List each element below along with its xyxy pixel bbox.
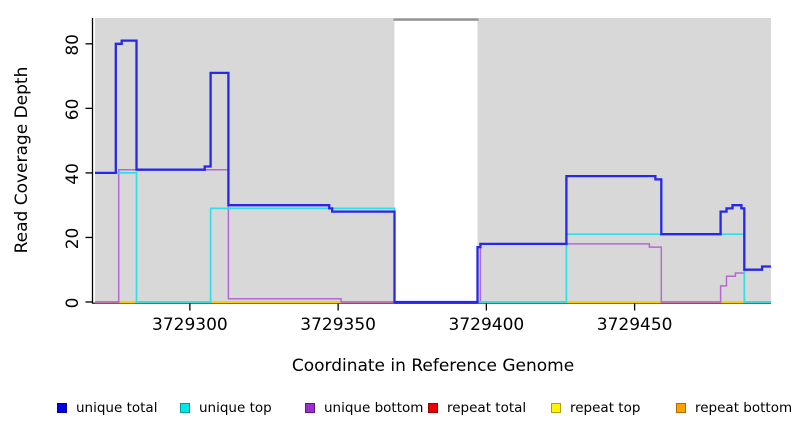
series-line-unique-total [95,39,771,304]
legend-swatch-unique-bottom [305,403,315,413]
series-line-unique-bottom [95,168,771,303]
legend-swatch-unique-total [57,403,67,413]
legend-item-repeat-top: repeat top [551,400,640,416]
x-tick-label: 3729400 [449,315,525,335]
y-tick-label: 0 [63,298,83,309]
legend-swatch-repeat-bottom [676,403,686,413]
legend-item-repeat-bottom: repeat bottom [676,400,792,416]
y-tick-label: 20 [63,228,83,250]
y-axis-title: Read Coverage Depth [12,66,32,254]
y-tick-label: 40 [63,163,83,185]
legend-swatch-repeat-top [551,403,561,413]
no-data-band [394,20,478,302]
x-tick-label: 3729350 [300,315,376,335]
x-tick-label: 3729300 [152,315,228,335]
x-tick-label: 3729450 [597,315,673,335]
y-tick-label: 60 [63,99,83,121]
legend: unique total unique top unique bottom repea… [0,398,792,422]
legend-item-repeat-total: repeat total [428,400,526,416]
legend-label: repeat total [447,400,527,416]
legend-item-unique-total: unique total [57,400,157,416]
legend-item-unique-top: unique top [180,400,272,416]
legend-label: unique total [76,400,158,416]
legend-swatch-unique-top [180,403,190,413]
x-axis-title: Coordinate in Reference Genome [291,356,575,376]
legend-label: unique bottom [324,400,424,416]
legend-swatch-repeat-total [428,403,438,413]
y-tick-label: 80 [63,34,83,56]
legend-item-unique-bottom: unique bottom [305,400,423,416]
legend-label: repeat top [570,400,641,416]
legend-label: repeat bottom [695,400,792,416]
legend-label: unique top [199,400,272,416]
chart-canvas: 0 20 40 60 80 3729300 3729350 3729400 3729450 [63,18,771,335]
